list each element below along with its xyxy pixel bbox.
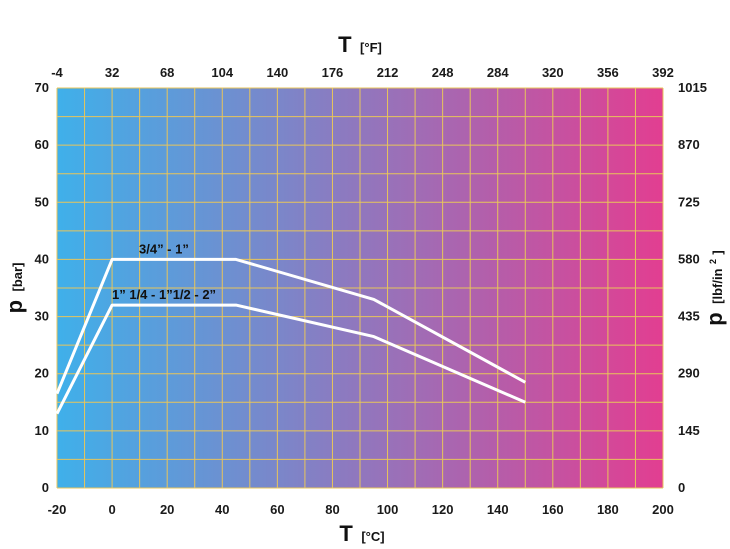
y-right-tick-label: 435: [678, 309, 700, 324]
series-label-1: 3/4” - 1”: [139, 241, 189, 256]
y-right-tick-label: 290: [678, 366, 700, 381]
y-left-tick-label: 0: [42, 480, 49, 495]
series-lines: [55, 257, 527, 415]
x-axis-top-title: T [°F]: [338, 32, 382, 57]
y-left-tick-label: 40: [35, 251, 49, 266]
x-axis-bottom-title-unit: [°C]: [361, 529, 384, 544]
x-top-tick-label: 176: [322, 65, 344, 80]
y-left-tick-label: 50: [35, 194, 49, 209]
x-bottom-tick-label: 180: [597, 502, 619, 517]
y-axis-right-ticks: 0 145 290 435 580 725 870 1015: [678, 80, 707, 495]
x-top-tick-label: 356: [597, 65, 619, 80]
x-axis-top-ticks: -4 32 68 104 140 176 212 248 284 320 356 392: [51, 65, 674, 80]
x-top-tick-label: 320: [542, 65, 564, 80]
y-right-tick-label: 580: [678, 251, 700, 266]
x-axis-bottom-ticks: -20 0 20 40 60 80 100 120 140 160 180 200: [48, 502, 674, 517]
y-right-tick-label: 145: [678, 423, 700, 438]
y-left-tick-label: 20: [35, 366, 49, 381]
y-right-tick-label: 725: [678, 194, 700, 209]
y-left-tick-label: 60: [35, 137, 49, 152]
x-top-tick-label: 284: [487, 65, 509, 80]
y-axis-left-title-main: p: [2, 300, 27, 313]
y-axis-right-title-main: p: [702, 312, 727, 325]
x-axis-top-title-main: T: [338, 32, 352, 57]
grid: [56, 87, 664, 489]
y-axis-right-title-unit-sup: 2: [708, 259, 718, 264]
x-top-tick-label: 68: [160, 65, 174, 80]
x-top-tick-label: 140: [267, 65, 289, 80]
y-axis-right-title-unit-end: ]: [710, 250, 725, 254]
y-axis-right-title-unit: [lbf/in: [710, 268, 725, 303]
x-axis-top-title-unit: [°F]: [360, 40, 382, 55]
x-axis-bottom-title: T [°C]: [339, 521, 384, 546]
x-top-tick-label: 104: [211, 65, 233, 80]
x-bottom-tick-label: 80: [325, 502, 339, 517]
x-bottom-tick-label: 120: [432, 502, 454, 517]
x-top-tick-label: -4: [51, 65, 63, 80]
series-labels: 3/4” - 1” 1” 1/4 - 1”1/2 - 2”: [112, 241, 216, 302]
x-bottom-tick-label: 140: [487, 502, 509, 517]
series-line-1: [55, 257, 527, 395]
y-axis-left-ticks: 0 10 20 30 40 50 60 70: [35, 80, 49, 495]
y-left-tick-label: 30: [35, 309, 49, 324]
x-top-tick-label: 212: [377, 65, 399, 80]
y-right-tick-label: 0: [678, 480, 685, 495]
y-left-tick-label: 70: [35, 80, 49, 95]
y-axis-right-title: p [lbf/in 2 ]: [702, 250, 727, 326]
y-right-tick-label: 1015: [678, 80, 707, 95]
x-bottom-tick-label: 160: [542, 502, 564, 517]
x-bottom-tick-label: 60: [270, 502, 284, 517]
y-axis-left-title-unit: [bar]: [10, 263, 25, 292]
y-right-tick-label: 870: [678, 137, 700, 152]
x-bottom-tick-label: 20: [160, 502, 174, 517]
x-bottom-tick-label: 0: [108, 502, 115, 517]
series-line-2: [55, 303, 526, 415]
x-bottom-tick-label: 40: [215, 502, 229, 517]
y-axis-left-title: p [bar]: [2, 263, 27, 314]
x-top-tick-label: 392: [652, 65, 674, 80]
x-axis-bottom-title-main: T: [339, 521, 353, 546]
y-left-tick-label: 10: [35, 423, 49, 438]
x-bottom-tick-label: 200: [652, 502, 674, 517]
x-bottom-tick-label: 100: [377, 502, 399, 517]
x-top-tick-label: 32: [105, 65, 119, 80]
x-bottom-tick-label: -20: [48, 502, 67, 517]
x-top-tick-label: 248: [432, 65, 454, 80]
series-label-2: 1” 1/4 - 1”1/2 - 2”: [112, 287, 216, 302]
